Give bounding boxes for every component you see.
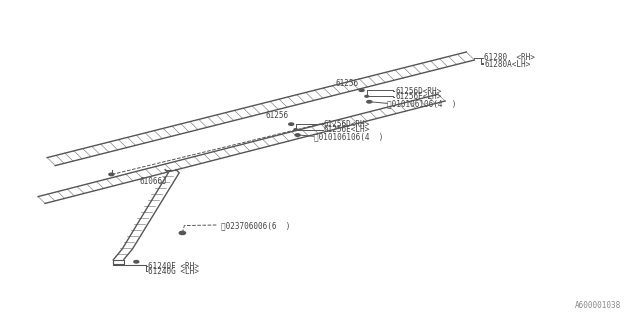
Text: 61256D<RH>: 61256D<RH> bbox=[396, 87, 442, 96]
Text: 61256E<LH>: 61256E<LH> bbox=[323, 125, 369, 134]
Circle shape bbox=[359, 89, 364, 92]
Circle shape bbox=[289, 123, 294, 125]
Circle shape bbox=[134, 260, 139, 263]
Circle shape bbox=[295, 134, 300, 136]
Text: 61256: 61256 bbox=[266, 111, 289, 120]
Polygon shape bbox=[113, 170, 179, 260]
Text: 61240F <RH>: 61240F <RH> bbox=[148, 262, 199, 271]
Text: 61256: 61256 bbox=[336, 79, 359, 88]
Polygon shape bbox=[47, 52, 474, 166]
Text: 61240G <LH>: 61240G <LH> bbox=[148, 267, 199, 276]
Circle shape bbox=[367, 100, 372, 103]
Text: 61256D<RH>: 61256D<RH> bbox=[323, 120, 369, 129]
Text: Ⓝ023706006(6  ): Ⓝ023706006(6 ) bbox=[221, 221, 290, 230]
Text: 61280A<LH>: 61280A<LH> bbox=[484, 60, 531, 68]
Text: 61256E<LH>: 61256E<LH> bbox=[396, 92, 442, 101]
Text: 61066J: 61066J bbox=[140, 177, 167, 186]
Text: 61280  <RH>: 61280 <RH> bbox=[484, 53, 535, 62]
Text: Ⓑ010106106(4  ): Ⓑ010106106(4 ) bbox=[314, 132, 383, 141]
Polygon shape bbox=[113, 260, 124, 264]
Polygon shape bbox=[38, 94, 445, 204]
Circle shape bbox=[179, 231, 186, 235]
Text: Ⓑ010106106(4  ): Ⓑ010106106(4 ) bbox=[387, 100, 456, 108]
Circle shape bbox=[109, 173, 114, 176]
Circle shape bbox=[365, 95, 369, 97]
Circle shape bbox=[294, 129, 298, 131]
Text: A600001038: A600001038 bbox=[575, 301, 621, 310]
